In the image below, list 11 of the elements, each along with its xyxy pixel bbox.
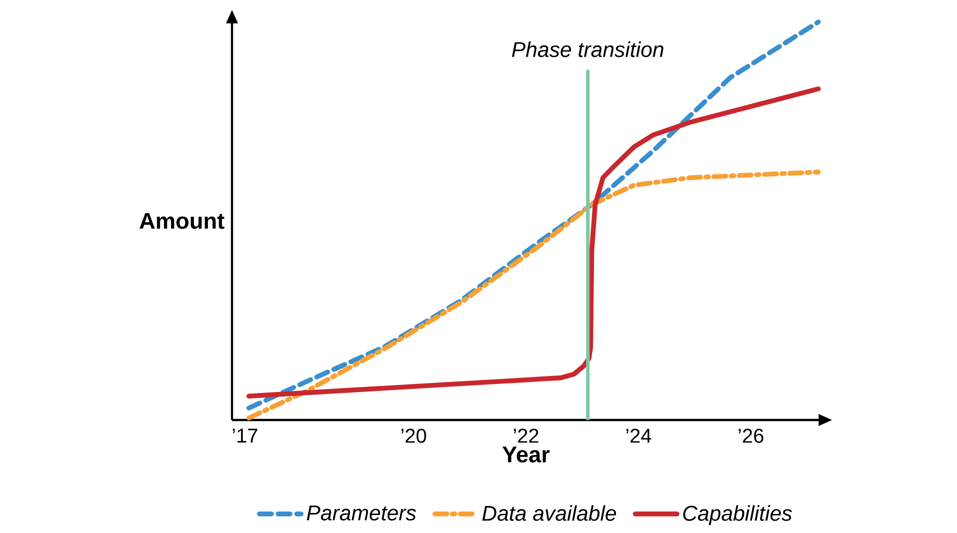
- x-tick-label: ’24: [626, 428, 652, 443]
- legend-label: Parameters: [306, 506, 416, 520]
- x-tick-label: ’17: [232, 428, 258, 442]
- x-tick-label: ’26: [738, 428, 764, 443]
- y-axis-title: Amount: [140, 213, 224, 229]
- legend-label: Data available: [482, 505, 616, 521]
- x-tick-label: ’22: [514, 428, 538, 443]
- legend-label: Capabilities: [683, 505, 792, 526]
- ref-line-label: Phase transition: [512, 41, 664, 58]
- x-tick-label: ’20: [401, 428, 426, 443]
- x-axis-title: Year: [502, 446, 550, 463]
